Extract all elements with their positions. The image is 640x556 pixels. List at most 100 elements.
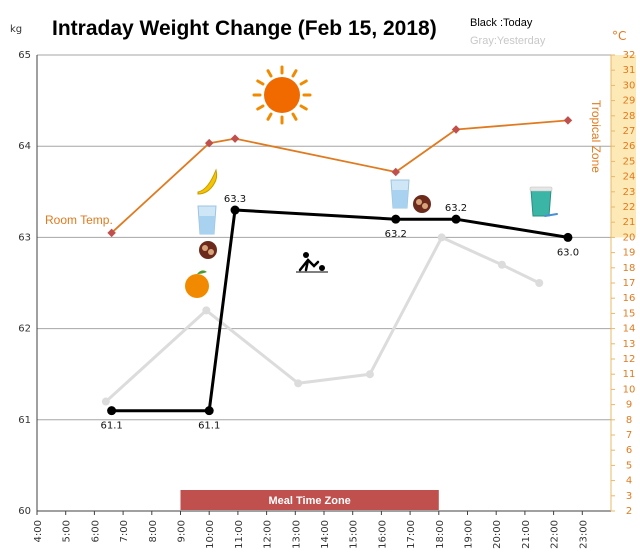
y2-tick-label: 22 [623, 202, 636, 213]
tropical-band [611, 55, 636, 238]
x-tick-label: 16:00 [377, 520, 388, 549]
x-tick-label: 8:00 [148, 520, 159, 542]
sun-ray [291, 69, 298, 78]
sun-ray [266, 112, 273, 121]
yesterday-line [104, 235, 540, 403]
today-data-label: 63.2 [445, 203, 467, 214]
y-tick-label: 63 [18, 232, 31, 243]
series: 61.1 61.1 63.3 63.2 63.2 63.0 [100, 116, 579, 432]
x-tick-label: 17:00 [406, 520, 417, 549]
orange-icon [185, 270, 209, 298]
y2-tick-label: 26 [623, 141, 636, 152]
meat-detail [208, 249, 214, 255]
water-glass-icon [197, 205, 217, 235]
room-temp-point [391, 167, 400, 177]
y2-tick-label: 20 [623, 232, 636, 243]
glass-water [199, 216, 215, 234]
cup-lid [529, 186, 553, 192]
y2-tick-label: 2 [626, 506, 632, 517]
sun-icon [252, 65, 312, 125]
x-tick-label: 6:00 [90, 520, 101, 542]
sun-ray [299, 79, 308, 86]
x-tick-label: 11:00 [234, 520, 245, 549]
y2-tick-label: 31 [623, 65, 636, 76]
x-tick-label: 13:00 [291, 520, 302, 549]
y2-tick-label: 28 [623, 111, 636, 122]
x-tick-label: 18:00 [435, 520, 446, 549]
y-tick-label: 60 [18, 506, 31, 517]
today-data-label: 63.2 [385, 229, 407, 240]
today-data-label: 63.0 [557, 247, 579, 258]
tropical-zone-label: Tropical Zone [589, 100, 603, 173]
yesterday-point [365, 370, 374, 379]
today-point [107, 406, 117, 416]
room-temp-line [110, 119, 569, 234]
y2-tick-label: 25 [623, 156, 636, 167]
x-tick-label: 12:00 [263, 520, 274, 549]
yesterday-point [202, 306, 211, 315]
y2-tick-label: 14 [623, 324, 636, 335]
x-tick-label: 15:00 [349, 520, 360, 549]
y2-tick-label: 3 [626, 491, 632, 502]
y2-tick-label: 32 [623, 50, 636, 61]
y2-tick-label: 6 [626, 445, 632, 456]
water-glass-icon [390, 179, 410, 209]
room-temp-point [451, 125, 461, 134]
y2-tick-label: 24 [623, 172, 636, 183]
room-temp-point [230, 134, 240, 143]
x-tick-label: 9:00 [177, 520, 188, 542]
yesterday-point [437, 233, 446, 242]
y2-tick-label: 12 [623, 354, 636, 365]
sun-ray [256, 104, 265, 111]
meal-time-bar [180, 490, 439, 510]
sun-ray [291, 112, 298, 121]
yesterday-point [294, 379, 303, 388]
y2-unit-label: °C [612, 29, 626, 43]
room-temp-point [204, 138, 214, 148]
today-point [204, 406, 214, 416]
meat-detail [202, 245, 208, 251]
y2-tick-label: 21 [623, 217, 636, 228]
y2-tick-label: 9 [626, 400, 632, 411]
y-tick-label: 61 [18, 415, 31, 426]
legend-today: Black :Today [470, 17, 533, 29]
y2-tick-label: 7 [626, 430, 632, 441]
sun-ray [266, 69, 273, 78]
today-data-label: 63.3 [224, 194, 246, 205]
meat-detail [416, 199, 422, 205]
exercise-head [303, 252, 309, 258]
exercise-weight [319, 265, 325, 271]
spoon [544, 213, 558, 217]
y2-tick-label: 11 [623, 369, 636, 380]
orange-body [185, 274, 209, 298]
y2-tick-label: 5 [626, 460, 632, 471]
sun-disc [264, 77, 300, 113]
chart-title: Intraday Weight Change (Feb 15, 2018) [52, 17, 437, 40]
y2-tick-label: 23 [623, 187, 636, 198]
banana-body [197, 168, 218, 195]
meat-outer [199, 241, 217, 259]
y2-tick-label: 13 [623, 339, 636, 350]
today-data-label: 61.1 [198, 421, 220, 432]
legend-yesterday: Gray:Yesterday [470, 35, 546, 47]
meat-detail [422, 203, 428, 209]
cup-body [530, 189, 552, 217]
orange-leaf [197, 270, 207, 274]
y2-tick-label: 29 [623, 96, 636, 107]
room-temp-point [563, 116, 573, 125]
sun-ray [256, 79, 265, 86]
meal-time-zone: Meal Time Zone [180, 490, 439, 510]
exercise-body [298, 258, 320, 272]
room-temp-point [107, 228, 116, 238]
y2-tick-label: 8 [626, 415, 632, 426]
yesterday-point [101, 397, 110, 406]
meat-outer [413, 195, 431, 213]
y-tick-label: 64 [18, 141, 31, 152]
x-tick-label: 20:00 [492, 520, 503, 549]
gridlines [37, 54, 611, 421]
y2-tick-label: 19 [623, 248, 636, 259]
x-tick-label: 22:00 [550, 520, 561, 549]
x-tick-label: 7:00 [119, 520, 130, 542]
room-temp-label: Room Temp. [45, 213, 113, 227]
